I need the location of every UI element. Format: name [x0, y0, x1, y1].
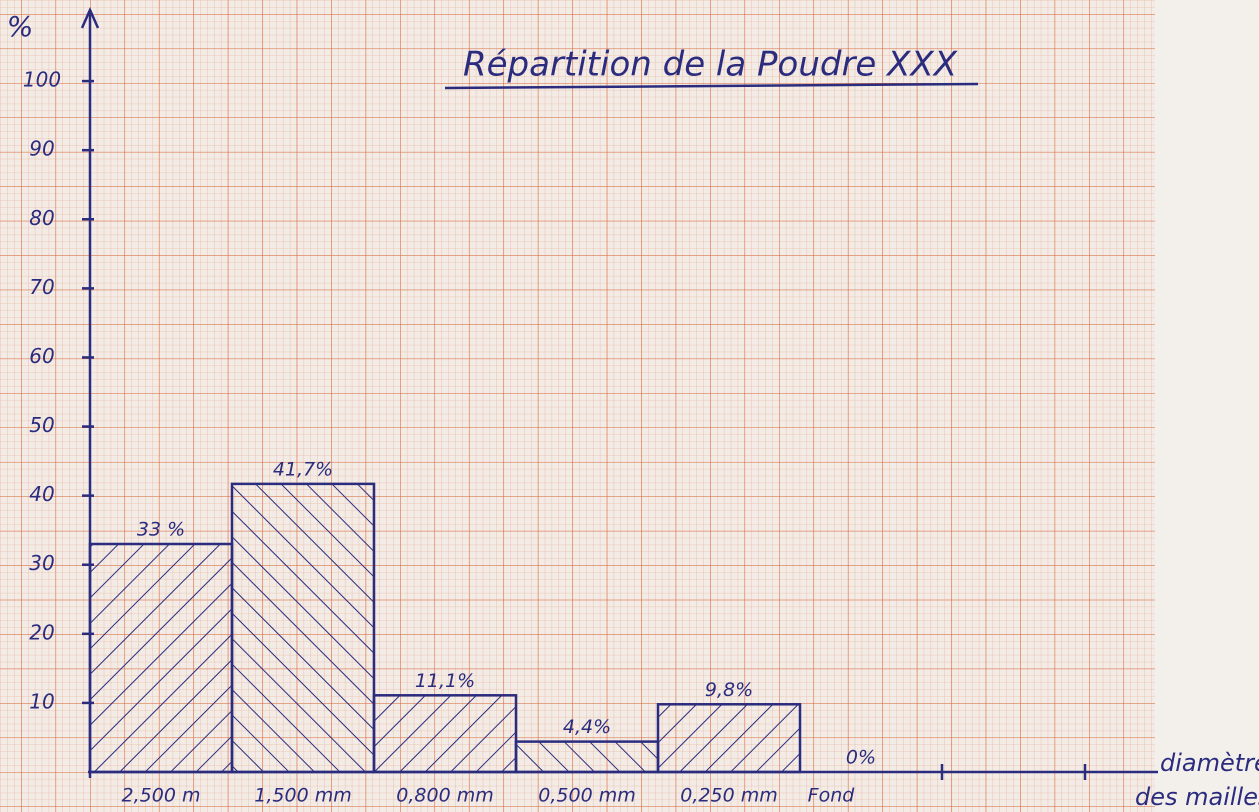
y-axis-label: %: [7, 10, 34, 43]
x-tick-label: 0,250 mm: [680, 785, 777, 807]
y-tick-label: 40: [29, 482, 54, 506]
value-label: 11,1%: [415, 670, 475, 692]
y-tick-label: 50: [29, 413, 54, 437]
y-tick-label: 10: [29, 689, 54, 713]
bar: [516, 742, 658, 772]
y-tick-label: 90: [29, 137, 54, 161]
y-tick-label: 70: [29, 275, 54, 299]
value-label: 4,4%: [563, 716, 611, 738]
x-tick-label: Fond: [808, 785, 856, 807]
bar: [658, 704, 800, 772]
value-label: 41,7%: [273, 458, 333, 480]
bar: [232, 484, 374, 772]
value-label: 0%: [846, 747, 876, 769]
x-tick-label: 0,500 mm: [538, 785, 635, 807]
bar: [374, 695, 516, 772]
x-tick-label: 0,800 mm: [396, 785, 493, 807]
value-label: 9,8%: [705, 679, 753, 701]
bar: [90, 544, 232, 772]
x-axis-label: des mailles: [1135, 783, 1259, 811]
x-axis-label: diamètre: [1160, 749, 1259, 777]
y-tick-label: 30: [29, 551, 54, 575]
y-tick-label: 100: [23, 68, 61, 92]
chart-title: Répartition de la Poudre XXX: [463, 45, 958, 85]
chart: Répartition de la Poudre XXX % diamètre …: [0, 0, 1259, 812]
y-tick-label: 20: [29, 620, 54, 644]
x-tick-label: 1,500 mm: [254, 785, 351, 807]
y-tick-label: 60: [29, 344, 54, 368]
value-label: 33 %: [137, 519, 185, 541]
page: {"chart_data": { "type": "bar", "title":…: [0, 0, 1259, 812]
x-tick-label: 2,500 m: [122, 785, 201, 807]
y-tick-label: 80: [29, 206, 54, 230]
